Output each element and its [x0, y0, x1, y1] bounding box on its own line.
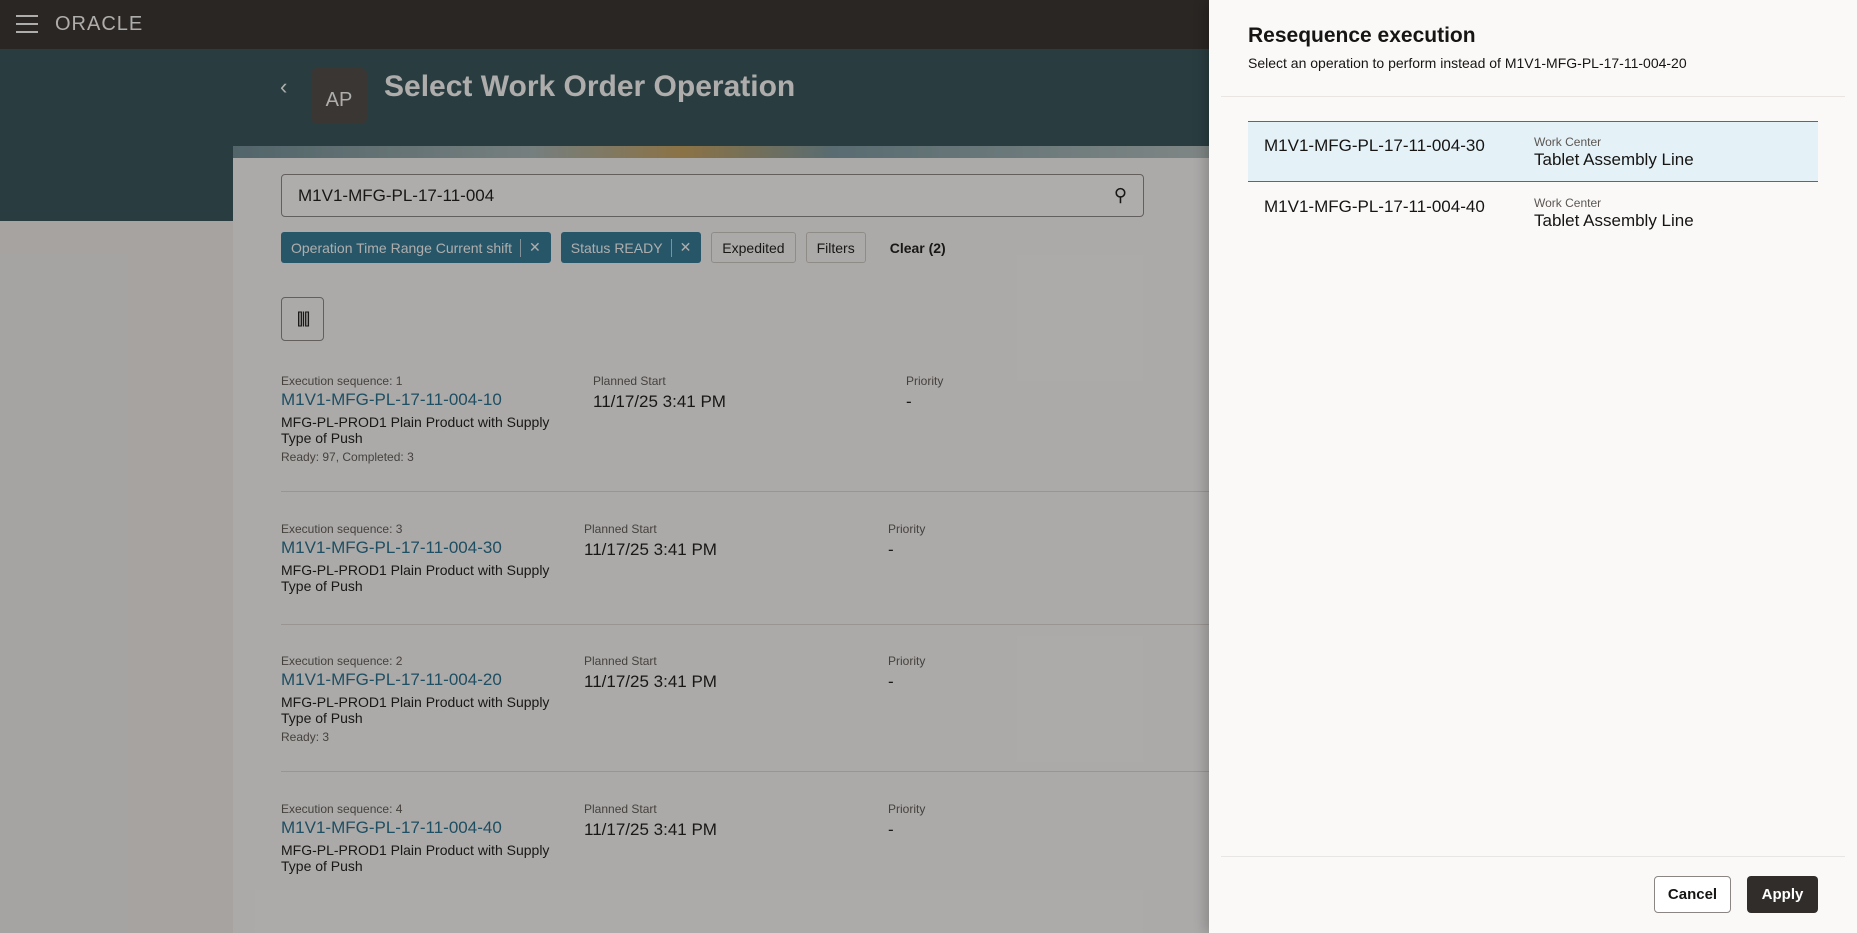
execution-sequence: Execution sequence: 1: [281, 374, 403, 388]
operations-card: M1V1-MFG-PL-17-11-004 ⚲ Operation Time R…: [233, 146, 1233, 933]
divider: [1221, 856, 1845, 857]
operation-description: MFG-PL-PROD1 Plain Product with Supply T…: [281, 842, 550, 874]
operation-option[interactable]: M1V1-MFG-PL-17-11-004-30 Work Center Tab…: [1248, 121, 1818, 182]
page-title: Select Work Order Operation: [384, 70, 796, 103]
chip-label: Status READY: [570, 239, 663, 256]
operation-link[interactable]: M1V1-MFG-PL-17-11-004-40: [281, 818, 502, 837]
work-center-label: Work Center: [1534, 196, 1602, 210]
priority-value: -: [888, 820, 894, 839]
operation-link[interactable]: M1V1-MFG-PL-17-11-004-30: [281, 538, 502, 557]
divider: [281, 771, 1233, 772]
operation-description: MFG-PL-PROD1 Plain Product with Supply T…: [281, 562, 550, 594]
operation-link[interactable]: M1V1-MFG-PL-17-11-004-10: [281, 390, 502, 409]
hamburger-menu-icon[interactable]: [16, 15, 38, 33]
planned-start-value: 11/17/25 3:41 PM: [593, 392, 726, 411]
chip-operation-time-range[interactable]: Operation Time Range Current shift ✕: [281, 232, 551, 263]
planned-start-label: Planned Start: [593, 374, 666, 388]
close-icon[interactable]: ✕: [679, 239, 692, 255]
work-center-value: Tablet Assembly Line: [1534, 211, 1694, 230]
divider: [281, 624, 1233, 625]
chip-status[interactable]: Status READY ✕: [560, 232, 702, 263]
planned-start-value: 11/17/25 3:41 PM: [584, 540, 717, 559]
divider: [1221, 96, 1845, 97]
drawer-title: Resequence execution: [1248, 24, 1476, 47]
execution-sequence: Execution sequence: 4: [281, 802, 403, 816]
work-center-label: Work Center: [1534, 135, 1602, 149]
priority-label: Priority: [888, 654, 926, 668]
work-center-value: Tablet Assembly Line: [1534, 150, 1694, 169]
close-icon[interactable]: ✕: [529, 239, 541, 255]
list-item[interactable]: Execution sequence: 1 M1V1-MFG-PL-17-11-…: [281, 374, 1233, 464]
operation-description: MFG-PL-PROD1 Plain Product with Supply T…: [281, 414, 550, 446]
drawer-subtitle: Select an operation to perform instead o…: [1248, 55, 1687, 71]
avatar: AP: [311, 68, 367, 124]
list-item[interactable]: Execution sequence: 3 M1V1-MFG-PL-17-11-…: [281, 522, 1233, 594]
execution-sequence: Execution sequence: 3: [281, 522, 403, 536]
priority-value: -: [888, 540, 894, 559]
background-pattern: [0, 221, 233, 933]
execution-sequence: Execution sequence: 2: [281, 654, 403, 668]
search-input[interactable]: M1V1-MFG-PL-17-11-004 ⚲: [281, 174, 1144, 217]
priority-value: -: [906, 392, 912, 411]
planned-start-value: 11/17/25 3:41 PM: [584, 672, 717, 691]
search-icon[interactable]: ⚲: [1113, 185, 1127, 205]
option-id: M1V1-MFG-PL-17-11-004-40: [1264, 197, 1485, 216]
apply-button[interactable]: Apply: [1747, 876, 1818, 913]
priority-label: Priority: [888, 522, 926, 536]
chip-label: Operation Time Range Current shift: [291, 239, 512, 256]
priority-label: Priority: [906, 374, 944, 388]
card-banner: [233, 146, 1233, 158]
list-item[interactable]: Execution sequence: 2 M1V1-MFG-PL-17-11-…: [281, 654, 1233, 744]
resequence-drawer: Resequence execution Select an operation…: [1209, 0, 1857, 933]
operation-description: MFG-PL-PROD1 Plain Product with Supply T…: [281, 694, 550, 726]
barcode-scan-button[interactable]: [|||]: [281, 297, 324, 341]
planned-start-label: Planned Start: [584, 654, 657, 668]
chip-filters[interactable]: Filters: [805, 232, 866, 263]
cancel-button[interactable]: Cancel: [1654, 876, 1731, 913]
option-id: M1V1-MFG-PL-17-11-004-30: [1264, 136, 1485, 155]
barcode-icon: [|||]: [296, 310, 310, 327]
planned-start-value: 11/17/25 3:41 PM: [584, 820, 717, 839]
planned-start-label: Planned Start: [584, 802, 657, 816]
list-item[interactable]: Execution sequence: 4 M1V1-MFG-PL-17-11-…: [281, 802, 1233, 874]
operation-quantities: Ready: 3: [281, 730, 330, 744]
filter-chips: Operation Time Range Current shift ✕ Stat…: [281, 232, 946, 263]
planned-start-label: Planned Start: [584, 522, 657, 536]
operation-option[interactable]: M1V1-MFG-PL-17-11-004-40 Work Center Tab…: [1248, 183, 1818, 244]
oracle-logo: ORACLE: [55, 13, 144, 35]
modal-overlay[interactable]: [0, 0, 1209, 933]
back-chevron-icon[interactable]: ‹: [280, 74, 288, 99]
chip-expedited[interactable]: Expedited: [711, 232, 796, 263]
search-value: M1V1-MFG-PL-17-11-004: [298, 186, 495, 205]
operation-quantities: Ready: 97, Completed: 3: [281, 450, 414, 464]
operation-link[interactable]: M1V1-MFG-PL-17-11-004-20: [281, 670, 502, 689]
priority-value: -: [888, 672, 894, 691]
divider: [281, 491, 1233, 492]
clear-filters-link[interactable]: Clear (2): [889, 239, 946, 256]
priority-label: Priority: [888, 802, 926, 816]
